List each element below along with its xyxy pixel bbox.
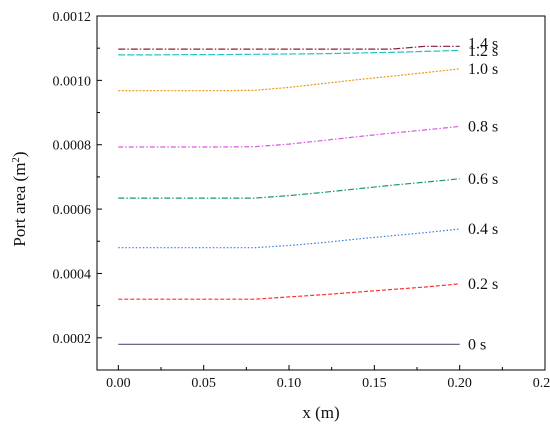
y-tick-label: 0.0006 <box>53 203 92 218</box>
y-tick-label: 0.0012 <box>53 10 92 25</box>
series-label: 1.2 s <box>468 43 498 60</box>
y-tick-label: 0.0004 <box>53 267 92 282</box>
series-line <box>118 45 460 50</box>
plot-frame <box>96 15 546 371</box>
series-line <box>118 125 460 148</box>
y-axis-title: Port area (m2) <box>10 151 29 246</box>
series-label: 0.2 s <box>468 276 498 293</box>
series-label: 1.0 s <box>468 61 498 78</box>
y-tick-label: 0.0008 <box>53 139 92 154</box>
y-tick-label: 0.0010 <box>53 74 92 89</box>
series-line <box>118 68 460 92</box>
series-line <box>118 49 460 56</box>
series-label: 1.4 s <box>468 35 498 52</box>
y-axis: 0.0002 0.0004 0.0006 0.0008 0.0010 0.0012 <box>53 10 102 347</box>
y-axis-title-superscript: 2 <box>10 157 22 163</box>
series-label: 0.4 s <box>468 221 498 238</box>
series-label: 0 s <box>468 336 486 353</box>
plot-border <box>96 15 546 371</box>
x-tick-label: 0.20 <box>447 376 472 391</box>
x-tick-label: 0.15 <box>362 376 387 391</box>
x-tick-label: 0.10 <box>277 376 302 391</box>
x-tick-label: 0.25 <box>533 376 550 391</box>
y-axis-title-main: Port area (m <box>10 163 29 247</box>
series-label: 0.8 s <box>468 118 498 135</box>
x-tick-label: 0.00 <box>106 376 131 391</box>
y-axis-title-end: ) <box>10 151 29 157</box>
series-labels: 0 s 0.2 s 0.4 s 0.6 s 0.8 s 1.0 s1.2 s1.4 s <box>468 35 498 353</box>
x-tick-label: 0.05 <box>191 376 216 391</box>
series-label: 0.6 s <box>468 171 498 188</box>
x-axis-title: x (m) <box>302 403 339 422</box>
y-tick-label: 0.0002 <box>53 332 92 347</box>
series-line <box>118 283 460 300</box>
series-lines <box>118 45 460 345</box>
x-axis: 0.00 0.05 0.10 0.15 0.20 0.25 <box>106 365 550 391</box>
series-line <box>118 178 460 199</box>
series-line <box>118 228 460 249</box>
